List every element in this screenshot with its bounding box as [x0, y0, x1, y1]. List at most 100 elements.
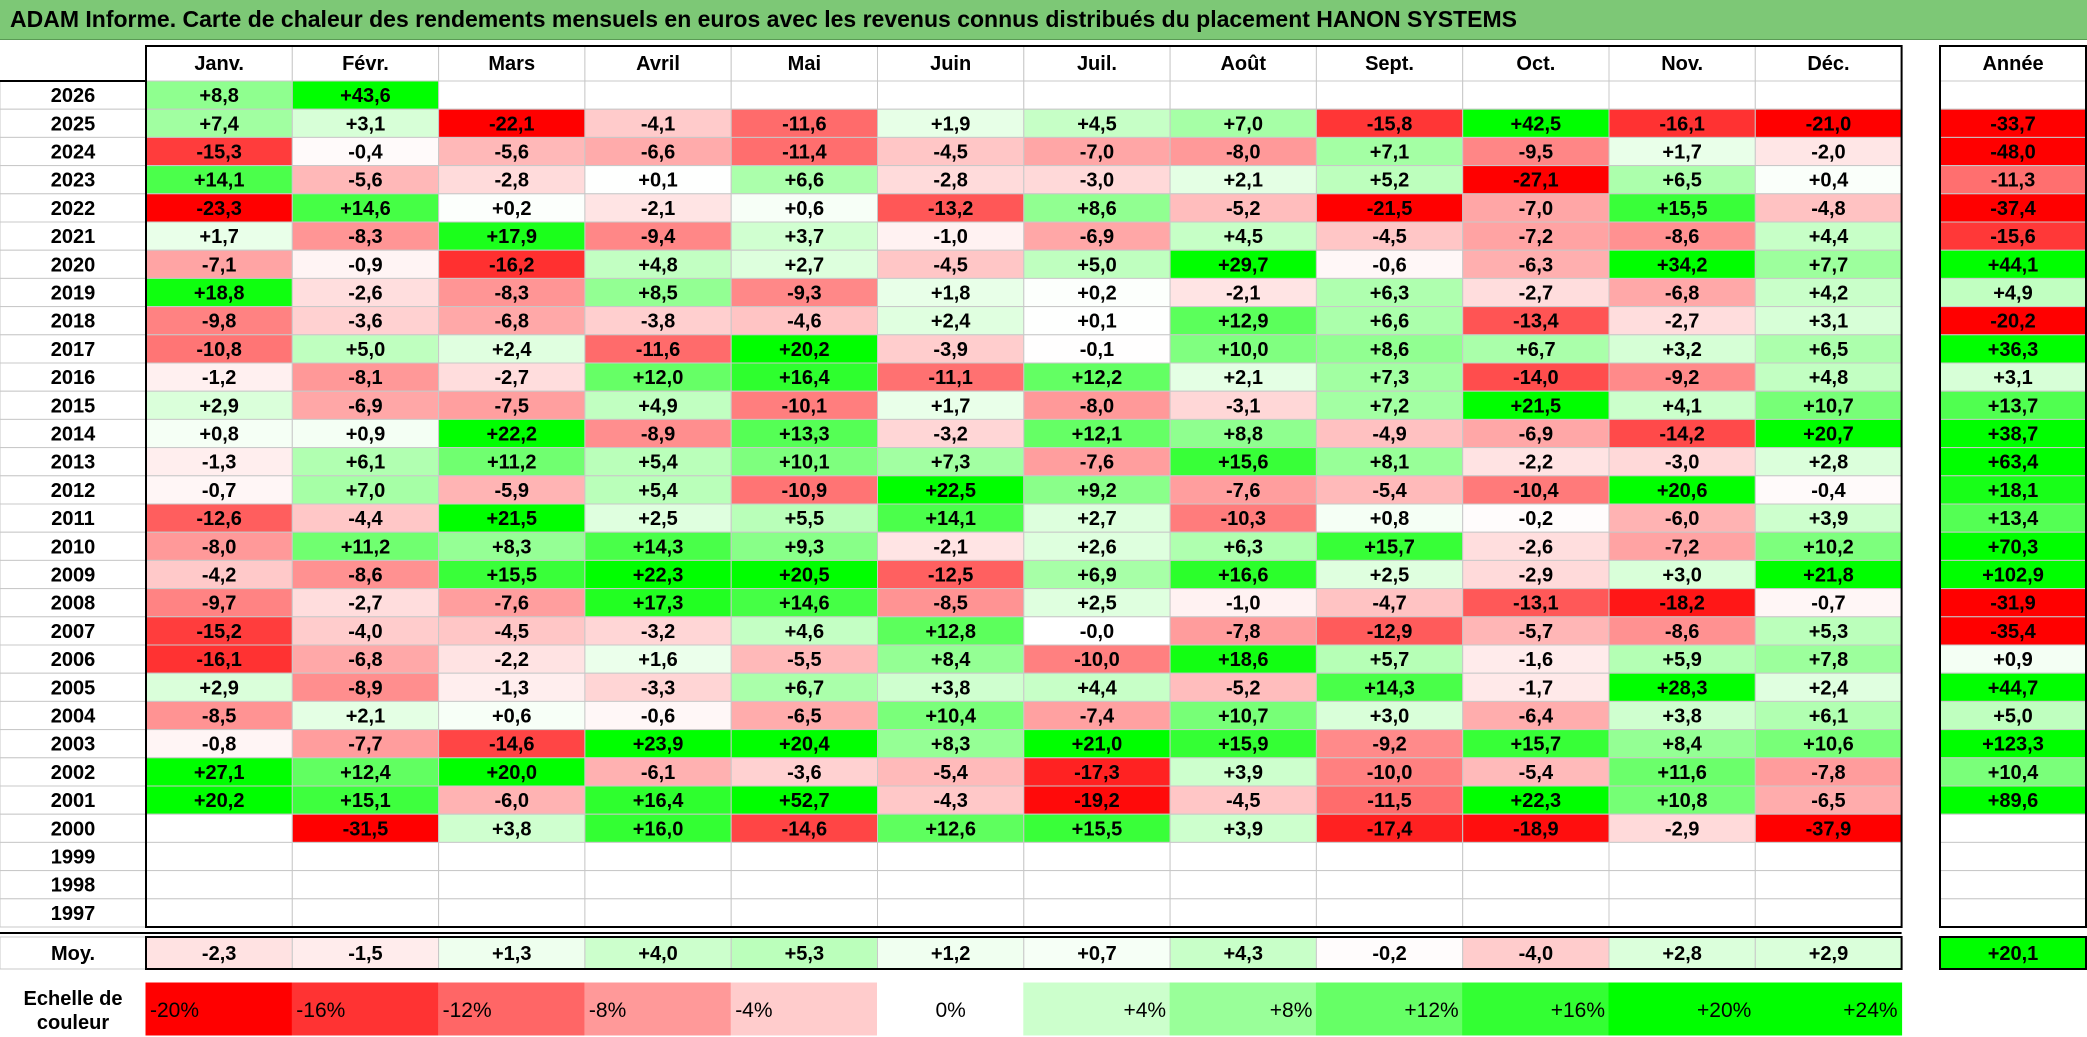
- heat-cell-label: +9,3: [785, 536, 824, 558]
- heat-cell-label: -6,0: [495, 790, 529, 812]
- row-year-label-label: 2002: [51, 762, 96, 784]
- heat-cell-label: +4,8: [638, 254, 677, 276]
- heat-cell-label: +15,1: [340, 790, 391, 812]
- heat-cell-label: -1,0: [1226, 593, 1260, 615]
- heat-cell-label: -6,5: [1811, 790, 1845, 812]
- heat-cell: [1754, 80, 1903, 110]
- heat-cell-label: -21,0: [1806, 113, 1852, 135]
- annual-cell-label: +44,7: [1988, 677, 2039, 699]
- average-cell-label: +1,2: [931, 943, 970, 965]
- heat-cell-label: +16,4: [779, 367, 830, 389]
- heat-cell-label: -8,6: [348, 565, 382, 587]
- heat-cell-label: -9,2: [1372, 734, 1406, 756]
- heat-cell-label: +3,1: [1809, 311, 1848, 333]
- heat-cell: [1462, 277, 1610, 308]
- heat-cell: [584, 870, 732, 900]
- heat-cell-label: -18,2: [1659, 593, 1705, 615]
- heat-cell-label: -0,4: [1811, 480, 1846, 502]
- heat-cell-label: +3,9: [1224, 818, 1263, 840]
- heat-cell: [438, 841, 586, 872]
- heat-cell: [1754, 418, 1903, 449]
- heat-cell-label: -3,3: [641, 677, 675, 699]
- heat-cell-label: +2,1: [346, 706, 385, 728]
- row-year-label: [0, 136, 147, 167]
- row-year-label-label: 2023: [51, 170, 96, 192]
- heat-cell: [145, 136, 293, 167]
- annual-cell-label: +13,7: [1988, 395, 2039, 417]
- heat-cell: [291, 362, 440, 392]
- heat-cell-label: -23,3: [196, 198, 242, 220]
- row-year-label-label: 2012: [51, 480, 96, 502]
- heat-cell-label: -18,9: [1513, 818, 1559, 840]
- heat-cell-label: -27,1: [1513, 170, 1559, 192]
- heat-cell: [877, 870, 1025, 900]
- heat-cell: [584, 813, 732, 843]
- heat-cell-label: +17,3: [633, 593, 684, 615]
- heat-cell: [438, 334, 586, 364]
- heat-cell-label: +6,1: [1809, 706, 1848, 728]
- heat-cell-label: -5,5: [787, 649, 821, 671]
- heat-cell-label: +16,6: [1218, 565, 1269, 587]
- heat-cell-label: -2,8: [495, 170, 529, 192]
- heat-cell-label: +21,8: [1803, 565, 1854, 587]
- heat-cell-label: +21,0: [1072, 734, 1123, 756]
- row-year-label: [0, 785, 147, 815]
- heat-cell-label: +16,0: [633, 818, 684, 840]
- heat-cell: [1169, 757, 1317, 787]
- heat-cell: [1608, 249, 1756, 279]
- average-cell: [877, 936, 1025, 970]
- heat-cell-label: -3,0: [1080, 170, 1114, 192]
- heat-cell-label: +11,2: [487, 452, 537, 474]
- heat-cell: [584, 475, 732, 505]
- heat-cell-label: +4,1: [1662, 395, 1701, 417]
- heat-cell-label: -10,8: [196, 339, 242, 361]
- annual-cell-label: +13,4: [1988, 508, 2039, 530]
- heat-cell-label: +12,4: [340, 762, 391, 784]
- color-scale-stop-label: +12%: [1404, 999, 1458, 1022]
- heat-cell-label: +1,9: [931, 113, 970, 135]
- color-scale-swatch: [1754, 982, 1903, 1036]
- heat-cell: [291, 588, 440, 618]
- heat-cell-label: +1,6: [638, 649, 677, 671]
- heat-cell: [291, 221, 440, 251]
- column-header-label: Déc.: [1807, 53, 1849, 75]
- heat-cell-label: +2,8: [1809, 452, 1848, 474]
- heat-cell: [1754, 898, 1903, 928]
- heat-cell: [1169, 729, 1317, 759]
- heat-cell: [1315, 447, 1464, 477]
- heat-cell: [584, 898, 732, 928]
- heat-cell-label: +2,4: [492, 339, 532, 361]
- heat-cell: [1023, 418, 1171, 449]
- heat-cell-label: -16,2: [489, 254, 535, 276]
- heat-cell: [730, 785, 879, 815]
- heat-cell-label: +6,7: [1516, 339, 1555, 361]
- heat-cell: [438, 165, 586, 195]
- row-year-label-label: 2019: [51, 283, 96, 305]
- heat-cell: [291, 418, 440, 449]
- heat-cell: [1754, 616, 1903, 646]
- heat-cell: [438, 249, 586, 279]
- heat-cell: [1315, 108, 1464, 138]
- heat-cell-label: +1,8: [931, 283, 970, 305]
- heat-cell-label: -6,0: [1665, 508, 1699, 530]
- heat-cell-label: -0,0: [1080, 621, 1114, 643]
- heat-cell: [730, 277, 879, 308]
- heat-cell-label: +2,1: [1224, 170, 1263, 192]
- heat-cell: [584, 362, 732, 392]
- heat-cell-label: +7,0: [346, 480, 385, 502]
- heat-cell-label: +13,3: [779, 424, 830, 446]
- heat-cell: [1169, 898, 1317, 928]
- heat-cell: [438, 898, 586, 928]
- color-scale-swatch: [877, 982, 1025, 1036]
- average-row-label-label: Moy.: [51, 943, 95, 965]
- average-cell-label: +4,3: [1224, 943, 1263, 965]
- heat-cell: [1315, 588, 1464, 618]
- heat-cell-label: +5,5: [785, 508, 824, 530]
- heat-cell: [730, 80, 879, 110]
- row-year-label-label: 2010: [51, 536, 96, 558]
- heat-cell: [1315, 80, 1464, 110]
- heat-cell-label: +14,6: [779, 593, 830, 615]
- heat-cell: [877, 475, 1025, 505]
- heat-cell-label: +7,8: [1809, 649, 1848, 671]
- heat-cell: [291, 136, 440, 167]
